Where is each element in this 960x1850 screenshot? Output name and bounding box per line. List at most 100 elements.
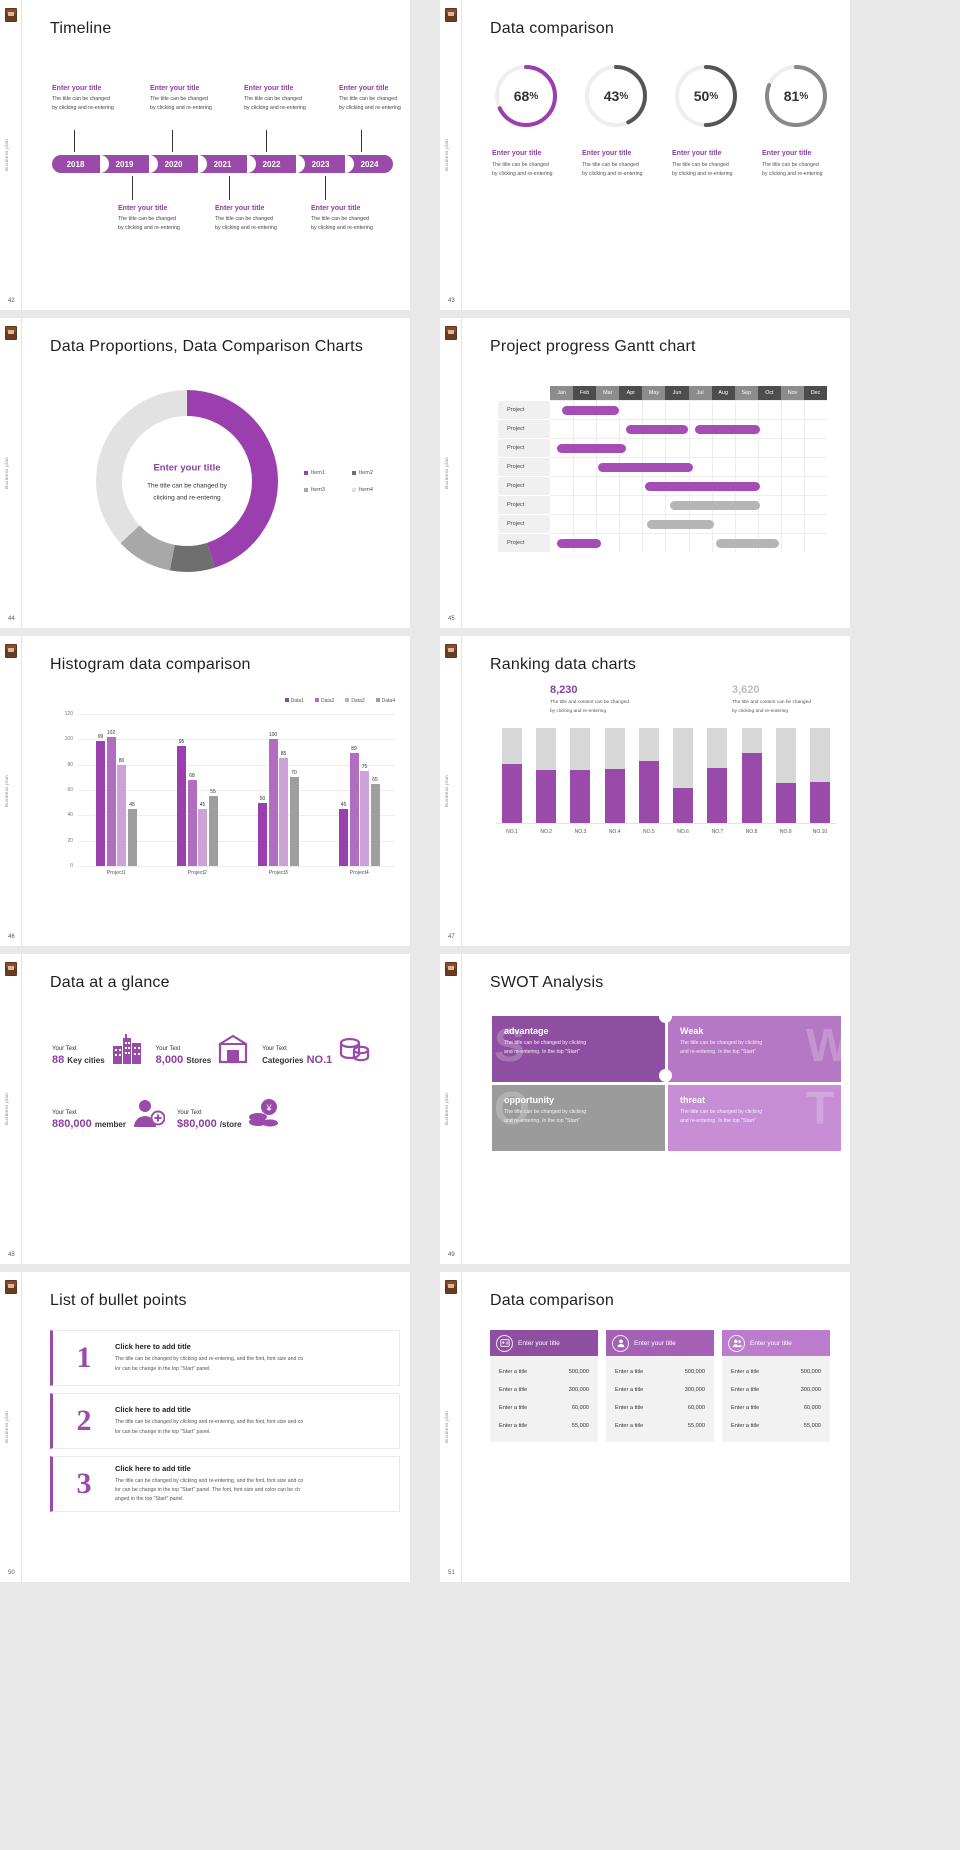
gantt-bar[interactable] <box>644 482 761 491</box>
bar-Data1[interactable]: 45 <box>339 802 348 866</box>
gantt-row[interactable]: Project <box>498 419 828 438</box>
card-row[interactable]: Enter a title 500,000 <box>722 1363 830 1381</box>
bullet-item[interactable]: 1 Click here to add title The title can … <box>50 1330 400 1386</box>
card-row[interactable]: Enter a title 55,000 <box>606 1417 714 1435</box>
bar-Data1[interactable]: 50 <box>258 796 267 866</box>
ranking-column[interactable] <box>741 727 762 823</box>
bar-Data3[interactable]: 80 <box>117 758 126 866</box>
slide-49[interactable]: Business plan 49 SWOT Analysis S advanta… <box>440 954 850 1264</box>
card-row[interactable]: Enter a title 55,000 <box>490 1417 598 1435</box>
gauge-card[interactable]: 43% Enter your title The title can be ch… <box>582 62 650 180</box>
legend-item[interactable]: Item3 <box>304 487 338 493</box>
bar-Data4[interactable]: 70 <box>289 770 299 866</box>
legend-item[interactable]: Item2 <box>352 470 386 476</box>
stat-card[interactable]: Your Text 88 Key cities <box>52 1032 144 1066</box>
card-header[interactable]: Enter your title <box>606 1330 714 1356</box>
gantt-bar[interactable] <box>670 501 761 510</box>
gantt-bar[interactable] <box>646 520 714 529</box>
donut-slice-Item4[interactable] <box>96 390 278 572</box>
card-row[interactable]: Enter a title 500,000 <box>490 1363 598 1381</box>
timeline-item-top[interactable]: Enter your title The title can be change… <box>244 85 332 114</box>
gantt-bar[interactable] <box>561 406 620 415</box>
bar-Data4[interactable]: 65 <box>370 777 380 866</box>
donut-slice-Item2[interactable] <box>96 390 278 572</box>
timeline-year-2019[interactable]: 2019 <box>100 155 156 173</box>
stat-card[interactable]: Your Text $80,000 /store ¥ <box>177 1096 281 1130</box>
ranking-column[interactable] <box>536 727 557 823</box>
slide-47[interactable]: Business plan 47 Ranking data charts 8,2… <box>440 636 850 946</box>
bar-Data3[interactable]: 75 <box>360 764 369 866</box>
slide-48[interactable]: Business plan 48 Data at a glance Your T… <box>0 954 410 1264</box>
slide-42[interactable]: Business plan 42 Timeline Enter your tit… <box>0 0 410 310</box>
ranking-column[interactable] <box>638 727 659 823</box>
timeline-year-2021[interactable]: 2021 <box>198 155 254 173</box>
gantt-row[interactable]: Project <box>498 495 828 514</box>
ranking-header[interactable]: 8,230 The title and content can be chang… <box>550 684 662 717</box>
ranking-column[interactable] <box>775 727 796 823</box>
ranking-column[interactable] <box>707 727 728 823</box>
gantt-row[interactable]: Project <box>498 457 828 476</box>
slide-43[interactable]: Business plan 43 Data comparison 68% Ent… <box>440 0 850 310</box>
gantt-bar[interactable] <box>695 425 761 434</box>
bar-Data1[interactable]: 99 <box>96 734 105 866</box>
ranking-column[interactable] <box>502 727 522 823</box>
card-row[interactable]: Enter a title 55,000 <box>722 1417 830 1435</box>
legend-item[interactable]: Data1 <box>284 698 304 704</box>
slide-44[interactable]: Business plan 44 Data Proportions, Data … <box>0 318 410 628</box>
gauge-card[interactable]: 68% Enter your title The title can be ch… <box>492 62 560 180</box>
comparison-card[interactable]: Enter your title Enter a title 500,000 E… <box>490 1330 598 1442</box>
stat-card[interactable]: Your Text Categories NO.1 <box>262 1032 371 1066</box>
gauge-card[interactable]: 50% Enter your title The title can be ch… <box>672 62 740 180</box>
timeline-year-2020[interactable]: 2020 <box>149 155 205 173</box>
gantt-bar[interactable] <box>556 539 601 548</box>
swot-quadrant-advantage[interactable]: S advantage The title can be changed by … <box>492 1016 665 1082</box>
card-row[interactable]: Enter a title 300,000 <box>606 1381 714 1399</box>
slide-45[interactable]: Business plan 45 Project progress Gantt … <box>440 318 850 628</box>
bar-Data4[interactable]: 55 <box>208 789 218 866</box>
gantt-bar[interactable] <box>716 539 779 548</box>
timeline-item-bottom[interactable]: Enter your title The title can be change… <box>311 205 399 234</box>
bar-Data2[interactable]: 68 <box>187 773 197 866</box>
timeline-year-2024[interactable]: 2024 <box>345 155 393 173</box>
gantt-bar[interactable] <box>598 463 694 472</box>
legend-item[interactable]: Data4 <box>375 698 395 704</box>
timeline-item-top[interactable]: Enter your title The title can be change… <box>339 85 410 114</box>
swot-quadrant-opportunity[interactable]: O opportunity The title can be changed b… <box>492 1085 665 1151</box>
ranking-column[interactable] <box>809 727 830 823</box>
gantt-row[interactable]: Project <box>498 533 828 552</box>
bar-Data4[interactable]: 45 <box>127 802 137 866</box>
legend-item[interactable]: Data2 <box>314 698 334 704</box>
stat-card[interactable]: Your Text 880,000 member <box>52 1096 166 1130</box>
bar-Data2[interactable]: 102 <box>106 730 116 866</box>
timeline-item-bottom[interactable]: Enter your title The title can be change… <box>118 205 206 234</box>
gantt-row[interactable]: Project <box>498 476 828 495</box>
ranking-column[interactable] <box>570 727 591 823</box>
card-row[interactable]: Enter a title 500,000 <box>606 1363 714 1381</box>
swot-quadrant-threat[interactable]: T threat The title can be changed by cli… <box>668 1085 841 1151</box>
gantt-row[interactable]: Project <box>498 400 828 419</box>
card-row[interactable]: Enter a title 60,000 <box>490 1399 598 1417</box>
gauge-card[interactable]: 81% Enter your title The title can be ch… <box>762 62 830 180</box>
slide-46[interactable]: Business plan 46 Histogram data comparis… <box>0 636 410 946</box>
ranking-column[interactable] <box>673 727 694 823</box>
bar-Data3[interactable]: 85 <box>279 751 288 866</box>
ranking-column[interactable] <box>604 727 625 823</box>
timeline-year-2023[interactable]: 2023 <box>296 155 352 173</box>
comparison-card[interactable]: Enter your title Enter a title 500,000 E… <box>606 1330 714 1442</box>
legend-item[interactable]: Item4 <box>352 487 386 493</box>
card-row[interactable]: Enter a title 300,000 <box>722 1381 830 1399</box>
card-header[interactable]: Enter your title <box>490 1330 598 1356</box>
bar-Data2[interactable]: 100 <box>268 732 278 866</box>
timeline-item-top[interactable]: Enter your title The title can be change… <box>150 85 238 114</box>
gantt-bar[interactable] <box>556 444 627 453</box>
timeline-year-2022[interactable]: 2022 <box>247 155 303 173</box>
card-row[interactable]: Enter a title 60,000 <box>606 1399 714 1417</box>
timeline-item-bottom[interactable]: Enter your title The title can be change… <box>215 205 303 234</box>
comparison-card[interactable]: Enter your title Enter a title 500,000 E… <box>722 1330 830 1442</box>
gantt-row[interactable]: Project <box>498 514 828 533</box>
swot-quadrant-Weak[interactable]: W Weak The title can be changed by click… <box>668 1016 841 1082</box>
stat-card[interactable]: Your Text 8,000 Stores <box>156 1032 251 1066</box>
bar-Data2[interactable]: 89 <box>349 746 359 866</box>
bar-Data1[interactable]: 95 <box>177 739 186 866</box>
bullet-item[interactable]: 3 Click here to add title The title can … <box>50 1456 400 1512</box>
